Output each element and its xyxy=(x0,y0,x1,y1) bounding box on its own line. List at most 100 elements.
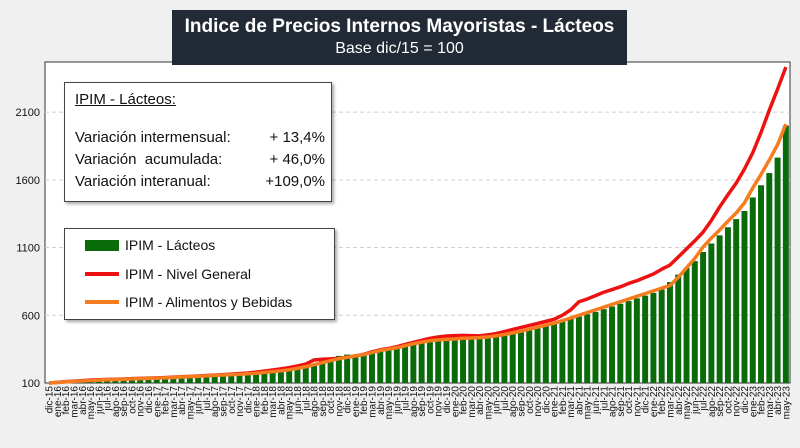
bar xyxy=(443,338,450,383)
bar xyxy=(774,157,781,383)
bar xyxy=(708,243,715,383)
x-tick-label: sep-22 xyxy=(715,386,726,417)
x-tick-label: abr-21 xyxy=(574,386,585,415)
stat-label: Variación acumulada: xyxy=(75,151,223,168)
bar xyxy=(609,306,616,383)
x-tick-label: ene-20 xyxy=(450,386,461,418)
bar xyxy=(766,173,773,383)
x-tick-label: jun-22 xyxy=(690,386,701,415)
bar xyxy=(435,339,442,383)
x-tick-label: abr-18 xyxy=(276,386,287,415)
title-box: Indice de Precios Internos Mayoristas - … xyxy=(172,10,627,65)
legend-label: IPIM - Lácteos xyxy=(125,237,216,253)
bar xyxy=(277,369,284,383)
bar xyxy=(683,267,690,383)
x-tick-label: ene-16 xyxy=(53,386,64,418)
x-tick-label: sep-18 xyxy=(318,386,329,417)
bar xyxy=(269,370,276,383)
x-tick-label: ago-21 xyxy=(608,386,619,418)
chart-title: Indice de Precios Internos Mayoristas - … xyxy=(184,16,615,37)
bar xyxy=(244,372,251,383)
x-tick-label: jun-18 xyxy=(293,386,304,415)
bar xyxy=(617,303,624,383)
bar xyxy=(344,354,351,383)
bar xyxy=(352,354,359,383)
bar xyxy=(178,375,185,383)
bar xyxy=(393,346,400,383)
bar xyxy=(633,298,640,383)
x-tick-label: jul-22 xyxy=(699,386,710,412)
x-tick-label: ene-18 xyxy=(252,386,263,418)
line-alimentos-bebidas xyxy=(49,123,788,385)
x-tick-label: feb-18 xyxy=(260,386,271,415)
x-tick-label: ago-19 xyxy=(409,386,420,418)
x-tick-label: mar-18 xyxy=(268,386,279,418)
x-tick-label: abr-23 xyxy=(773,386,784,415)
bar xyxy=(700,252,707,383)
x-tick-label: mar-16 xyxy=(69,386,80,418)
bar xyxy=(551,323,558,383)
bar xyxy=(584,314,591,383)
x-tick-label: ene-17 xyxy=(152,386,163,418)
bar xyxy=(733,219,740,383)
x-tick-label: may-23 xyxy=(781,386,792,420)
legend-label: IPIM - Alimentos y Bebidas xyxy=(125,294,293,310)
bar xyxy=(517,331,524,383)
y-tick-label: 100 xyxy=(22,378,40,390)
x-tick-label: may-17 xyxy=(185,386,196,420)
x-tick-label: abr-19 xyxy=(376,386,387,415)
y-tick-label: 600 xyxy=(22,310,40,322)
bar xyxy=(368,351,375,383)
x-tick-label: jun-20 xyxy=(492,386,503,415)
x-tick-label: abr-17 xyxy=(177,386,188,415)
bar xyxy=(501,334,508,383)
x-tick-label: jul-20 xyxy=(500,386,511,412)
y-tick-label: 1600 xyxy=(16,175,40,187)
x-tick-label: oct-17 xyxy=(227,386,238,414)
stat-row: Variación acumulada: + 46,0% xyxy=(75,151,325,168)
x-tick-label: mar-17 xyxy=(169,386,180,418)
bar xyxy=(335,355,342,383)
x-tick-label: feb-20 xyxy=(459,386,470,415)
x-tick-label: may-18 xyxy=(285,386,296,420)
x-tick-label: oct-21 xyxy=(624,386,635,414)
bar xyxy=(666,282,673,383)
bar xyxy=(650,292,657,383)
x-tick-label: oct-18 xyxy=(326,386,337,414)
legend: IPIM - Lácteos IPIM - Nivel General IPIM… xyxy=(64,228,335,320)
y-tick-label: 2100 xyxy=(16,107,40,119)
chart-subtitle: Base dic/15 = 100 xyxy=(335,40,464,57)
x-tick-label: oct-19 xyxy=(425,386,436,414)
x-tick-label: abr-20 xyxy=(475,386,486,415)
bar xyxy=(451,338,458,383)
stat-row: Variación interanual: +109,0% xyxy=(75,173,325,190)
bar xyxy=(253,371,260,383)
x-tick-label: dic-20 xyxy=(541,386,552,414)
x-tick-label: dic-18 xyxy=(343,386,354,414)
bar xyxy=(236,372,243,383)
bar xyxy=(286,368,293,383)
x-tick-label: mar-22 xyxy=(665,386,676,418)
x-tick-label: feb-22 xyxy=(657,386,668,415)
x-tick-label: dic-17 xyxy=(243,386,254,414)
stat-value: + 13,4% xyxy=(269,129,325,146)
bar xyxy=(402,345,409,383)
x-tick-label: abr-22 xyxy=(674,386,685,415)
x-tick-label: ago-16 xyxy=(111,386,122,418)
bar xyxy=(410,343,417,383)
x-tick-label: oct-16 xyxy=(127,386,138,414)
x-tick-label: oct-22 xyxy=(723,386,734,414)
x-tick-label: jul-18 xyxy=(301,386,312,412)
bar xyxy=(327,357,334,383)
stat-row: Variación intermensual: + 13,4% xyxy=(75,129,325,146)
x-tick-label: nov-18 xyxy=(334,386,345,417)
bar xyxy=(526,329,533,383)
x-tick-label: sep-16 xyxy=(119,386,130,417)
bar xyxy=(170,376,177,383)
x-tick-label: feb-16 xyxy=(61,386,72,415)
x-tick-label: jun-21 xyxy=(591,386,602,415)
legend-label: IPIM - Nivel General xyxy=(125,266,252,282)
bar xyxy=(145,377,152,383)
x-tick-label: sep-19 xyxy=(417,386,428,417)
